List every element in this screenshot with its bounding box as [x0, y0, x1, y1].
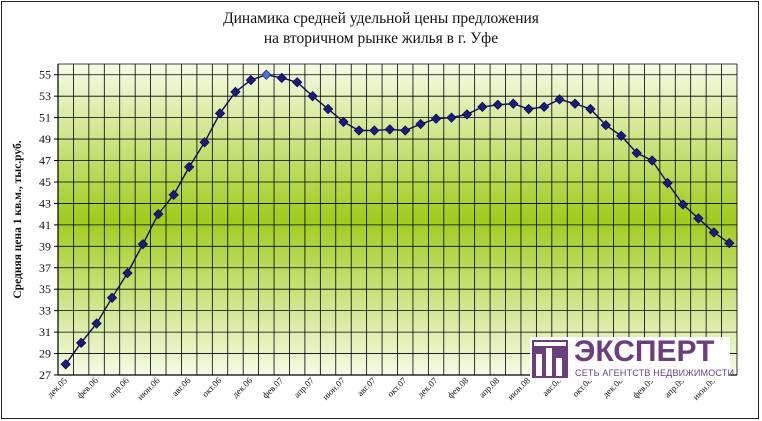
- x-tick-label: дек.07: [415, 375, 440, 400]
- x-tick-label: июн.07: [320, 375, 347, 402]
- x-tick-label: окт.06: [200, 375, 224, 399]
- data-point: [353, 125, 365, 136]
- y-tick-label: 29: [39, 347, 51, 361]
- data-point: [646, 155, 658, 166]
- y-tick-label: 27: [39, 368, 51, 382]
- company-logo: ЭКСПЕРТ СЕТЬ АГЕНТСТВ НЕДВИЖИМОСТИ: [530, 335, 734, 381]
- data-point: [677, 199, 689, 210]
- data-point: [137, 238, 149, 250]
- data-point: [400, 125, 411, 136]
- data-point: [492, 99, 503, 110]
- data-point: [554, 94, 565, 105]
- x-tick-label: июн.08: [505, 375, 532, 402]
- data-point: [585, 103, 596, 115]
- y-tick-label: 45: [39, 175, 51, 189]
- y-tick-label: 37: [39, 261, 51, 275]
- chart-title: Динамика средней удельной цены предложен…: [0, 9, 762, 49]
- data-point: [168, 189, 179, 201]
- data-point: [523, 103, 534, 115]
- data-point: [708, 227, 720, 238]
- data-point: [338, 116, 349, 128]
- x-tick-label: июн.06: [135, 375, 162, 402]
- logo-name: ЭКСПЕРТ: [574, 335, 715, 368]
- data-point: [292, 77, 303, 88]
- y-tick-label: 49: [39, 132, 51, 146]
- data-point: [508, 98, 519, 109]
- y-tick-label: 43: [39, 196, 51, 210]
- y-tick-label: 41: [39, 218, 51, 232]
- data-point: [230, 86, 241, 98]
- y-tick-label: 39: [39, 239, 51, 253]
- data-point: [538, 101, 550, 113]
- x-tick-label: фев.06: [75, 375, 100, 400]
- data-point: [662, 177, 673, 189]
- data-point: [369, 125, 380, 136]
- data-point: [261, 69, 272, 80]
- y-tick-label: 47: [39, 154, 51, 168]
- series-markers: [60, 69, 735, 370]
- x-tick-label: авг.07: [355, 375, 378, 398]
- y-axis-ticks: 27 29 31 33 35 37 39 41 43 45 47 49 51 53 55: [39, 68, 51, 382]
- x-tick-label: дек.06: [230, 375, 255, 400]
- data-point: [446, 112, 457, 123]
- data-point: [430, 113, 442, 124]
- y-tick-label: 35: [39, 282, 51, 296]
- x-tick-label: апр.07: [292, 375, 317, 400]
- y-tick-label: 53: [39, 89, 51, 103]
- data-point: [461, 109, 473, 120]
- y-axis-label: Средняя цена 1 кв.м., тыс.руб.: [12, 140, 24, 298]
- data-point: [122, 267, 133, 279]
- x-tick-label: фев.07: [260, 375, 285, 400]
- chart-title-line-2: на вторичном рынке жилья в г. Уфе: [263, 30, 499, 47]
- x-tick-label: апр.06: [106, 375, 131, 400]
- data-point: [724, 237, 735, 249]
- y-tick-label: 51: [39, 111, 51, 125]
- data-point: [307, 91, 318, 102]
- data-point: [276, 72, 287, 84]
- building-icon: [532, 340, 568, 378]
- data-point: [384, 124, 395, 135]
- data-point: [693, 213, 704, 224]
- y-tick-label: 33: [39, 304, 51, 318]
- data-point: [75, 337, 87, 348]
- data-point: [631, 147, 642, 159]
- data-point: [600, 119, 611, 131]
- data-point: [184, 161, 195, 173]
- y-tick-label: 55: [39, 68, 51, 82]
- data-point: [245, 74, 257, 86]
- chart-title-line-1: Динамика средней удельной цены предложен…: [223, 10, 539, 27]
- x-tick-label: фев.08: [445, 375, 470, 400]
- logo-tagline: СЕТЬ АГЕНТСТВ НЕДВИЖИМОСТИ: [575, 368, 735, 378]
- y-tick-label: 31: [39, 325, 51, 339]
- x-tick-label: окт.07: [385, 375, 409, 399]
- data-point: [153, 208, 164, 220]
- data-point: [60, 359, 71, 370]
- data-point: [616, 130, 627, 142]
- data-point: [477, 101, 488, 113]
- x-tick-label: авг.06: [170, 375, 193, 398]
- data-point: [199, 137, 210, 148]
- data-point: [214, 108, 226, 119]
- x-tick-label: апр.08: [477, 375, 502, 400]
- data-point: [91, 318, 102, 329]
- data-point: [415, 118, 426, 130]
- data-point: [569, 98, 581, 109]
- data-point: [106, 292, 118, 303]
- data-point: [322, 103, 334, 115]
